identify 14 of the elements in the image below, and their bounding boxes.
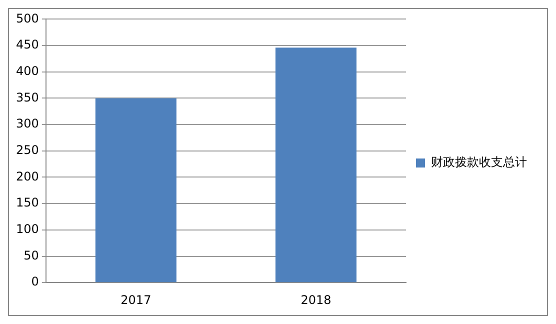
y-tick-label: 200 <box>16 169 39 184</box>
y-tick-label: 450 <box>16 38 39 52</box>
y-tick-label: 350 <box>16 90 39 104</box>
x-tick-label: 2017 <box>120 292 152 307</box>
y-tick-label: 250 <box>16 143 39 158</box>
y-tick-label: 0 <box>31 274 39 289</box>
y-tick-label: 100 <box>16 222 39 236</box>
y-tick-label: 500 <box>16 11 39 26</box>
legend-label: 财政拨款收支总计 <box>431 155 527 170</box>
y-tick-label: 150 <box>16 196 39 210</box>
y-tick-label: 300 <box>16 116 39 131</box>
y-tick-label: 50 <box>24 248 39 262</box>
x-tick-label: 2018 <box>300 292 332 307</box>
y-tick-label: 400 <box>16 64 39 78</box>
